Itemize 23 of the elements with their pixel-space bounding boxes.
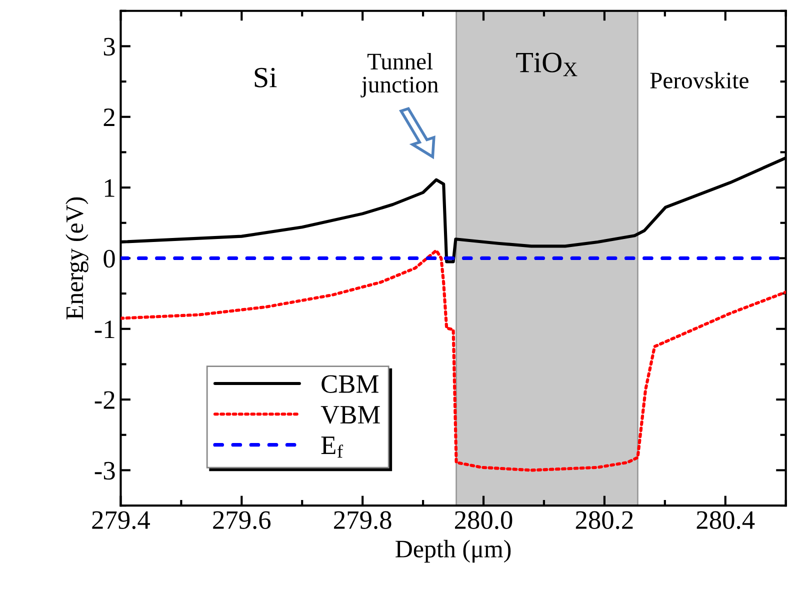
legend-label: E$_{f}$ (321, 436, 344, 458)
band-label: TiO$_{X}$ (516, 52, 578, 76)
annotation: Perovskite (650, 72, 748, 89)
y-tick-label: 0 (104, 250, 115, 268)
x-axis-title: Depth (μm) (396, 540, 511, 563)
x-tick-label: 279.8 (334, 511, 392, 530)
x-tick-label: 280.0 (454, 511, 512, 530)
y-tick-label: -1 (94, 320, 114, 338)
annotation: Tunnel junction (360, 52, 438, 98)
annotation: Si (254, 68, 277, 88)
y-tick-label: -3 (94, 462, 115, 480)
x-tick-label: 279.6 (213, 511, 271, 530)
y-tick-label: 2 (104, 108, 114, 126)
y-tick-label: 1 (104, 179, 114, 197)
line-series (120, 248, 786, 472)
x-tick-label: 280.4 (696, 511, 755, 530)
x-tick-label: 279.4 (92, 511, 150, 530)
y-tick-label: -2 (94, 391, 114, 409)
y-tick-label: 3 (104, 38, 115, 56)
y-axis-title: Energy (eV) (66, 197, 88, 320)
x-tick-label: 280.2 (576, 511, 633, 530)
legend-label: VBM (320, 406, 380, 424)
legend-label: CBM (322, 375, 378, 393)
